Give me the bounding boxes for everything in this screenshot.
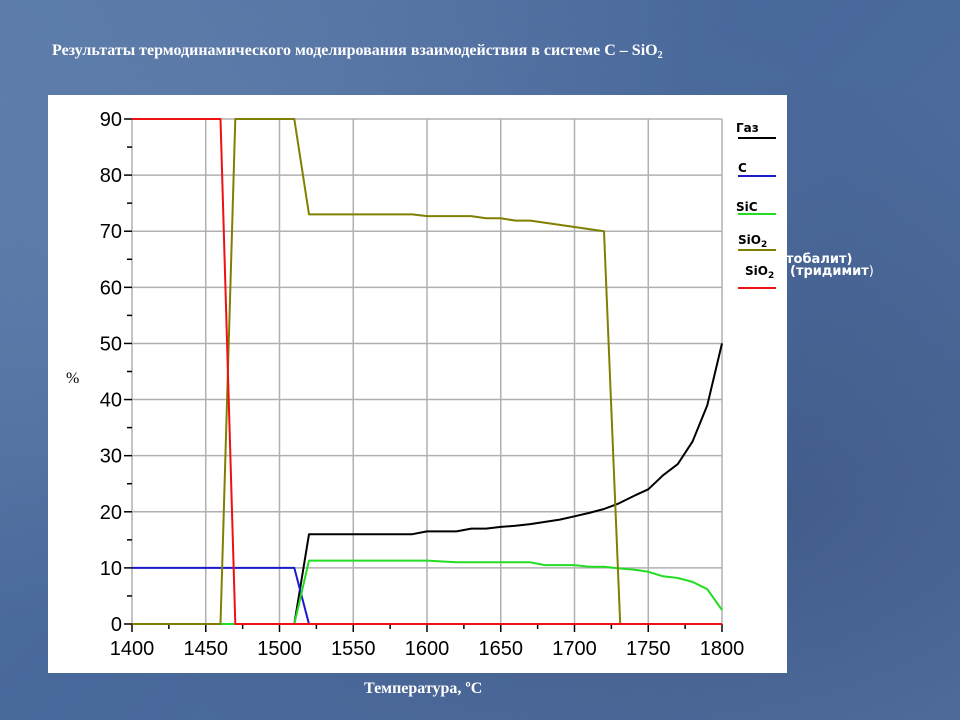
series-line-sio2-tridymite <box>132 118 722 625</box>
legend-label-sio2-tridymite: SiO2 <box>745 264 775 281</box>
x-tick-label: 1700 <box>552 638 597 660</box>
y-tick-label: 0 <box>111 614 122 636</box>
y-axis-label: % <box>66 370 80 387</box>
chart-plot: 1400 1450 1500 1550 1600 1650 1700 1750 1800 0 10 2… <box>100 109 745 660</box>
legend-overflow-tridymite: (тридимит) <box>790 264 874 279</box>
chart-panel: 1400 1450 1500 1550 1600 1650 1700 1750 1800 0 10 2… <box>48 95 787 673</box>
slide-title: Результаты термодинамического моделирова… <box>52 42 663 61</box>
legend-overflow-cristobalite: тобалит) <box>786 252 853 267</box>
y-tick-label: 30 <box>100 446 122 468</box>
x-tick-label: 1500 <box>257 638 302 660</box>
legend-line-sio2-tridymite <box>738 287 776 289</box>
y-tick-label: 60 <box>100 277 122 299</box>
y-tick-label: 80 <box>100 165 122 187</box>
slide-title-subscript: 2 <box>657 50 663 61</box>
x-tick-label: 1800 <box>700 638 745 660</box>
series-line-gas <box>132 343 723 625</box>
y-tick-label: 20 <box>100 502 122 524</box>
legend-label-sio2-cristobalite: SiO2 <box>738 233 768 250</box>
y-tick-label: 40 <box>100 390 122 412</box>
series-line-sic <box>132 559 723 625</box>
x-tick-label: 1450 <box>184 638 229 660</box>
y-tick-label: 10 <box>100 558 122 580</box>
x-tick-label: 1550 <box>331 638 376 660</box>
x-axis-label: Температура, ºС <box>364 680 483 697</box>
y-tick-label: 70 <box>100 221 122 243</box>
x-tick-label: 1750 <box>626 638 671 660</box>
x-tick-label: 1400 <box>110 638 155 660</box>
x-tick-label: 1600 <box>405 638 450 660</box>
legend-label-gas: Газ <box>736 121 759 135</box>
legend-line-gas <box>738 137 776 139</box>
y-tick-label: 90 <box>100 109 122 131</box>
slide-title-text: Результаты термодинамического моделирова… <box>52 42 658 59</box>
legend-line-sio2-cristobalite <box>738 249 776 251</box>
x-tick-label: 1650 <box>479 638 524 660</box>
legend-line-sic <box>738 213 776 215</box>
y-tick-label: 50 <box>100 333 122 355</box>
legend-line-c <box>738 175 776 177</box>
series-line-sio2-cristobalite <box>132 118 722 625</box>
legend-label-sic: SiC <box>736 200 758 214</box>
legend-label-c: С <box>738 161 747 175</box>
